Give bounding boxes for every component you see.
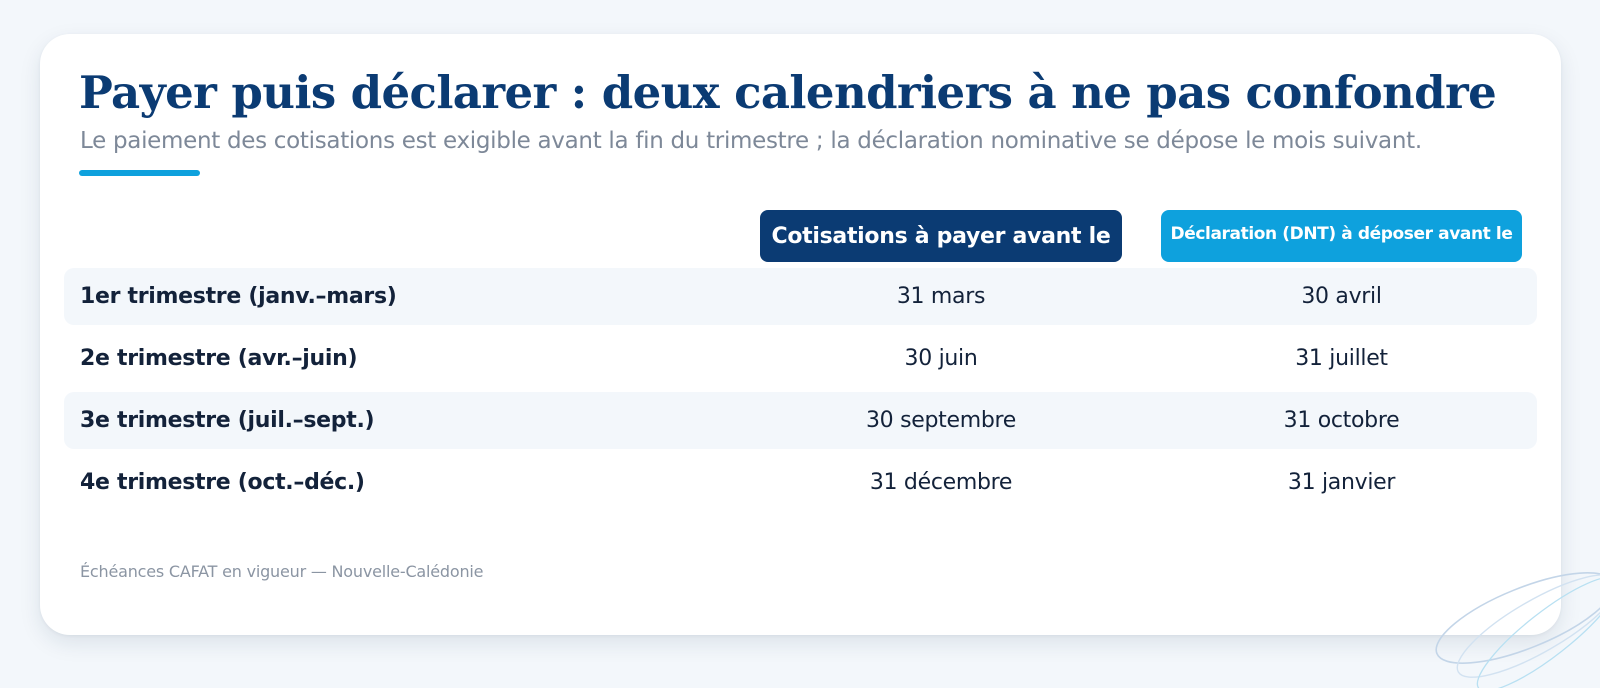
- page-title: Payer puis déclarer : deux calendriers à…: [79, 66, 1497, 119]
- row-payment-deadline: 31 mars: [896, 284, 986, 309]
- row-payment-deadline: 30 septembre: [865, 408, 1016, 433]
- column-header-declaration: Déclaration (DNT) à déposer avant le: [1161, 210, 1522, 262]
- table-row: 2e trimestre (avr.–juin) 30 juin 31 juil…: [64, 330, 1537, 387]
- page-subtitle: Le paiement des cotisations est exigible…: [80, 128, 1422, 154]
- table-row: 3e trimestre (juil.–sept.) 30 septembre …: [64, 392, 1537, 449]
- row-quarter-label: 3e trimestre (juil.–sept.): [80, 408, 375, 433]
- table-row: 4e trimestre (oct.–déc.) 31 décembre 31 …: [64, 454, 1537, 511]
- row-quarter-label: 1er trimestre (janv.–mars): [80, 284, 397, 309]
- row-quarter-label: 4e trimestre (oct.–déc.): [80, 470, 365, 495]
- row-declaration-deadline: 31 juillet: [1295, 346, 1388, 371]
- row-payment-deadline: 31 décembre: [869, 470, 1013, 495]
- schedule-card: Payer puis déclarer : deux calendriers à…: [40, 34, 1561, 635]
- row-declaration-deadline: 31 janvier: [1287, 470, 1396, 495]
- source-footnote: Échéances CAFAT en vigueur — Nouvelle-Ca…: [80, 562, 484, 581]
- row-quarter-label: 2e trimestre (avr.–juin): [80, 346, 358, 371]
- title-accent-bar: [79, 170, 200, 176]
- column-header-payment: Cotisations à payer avant le: [760, 210, 1122, 262]
- row-declaration-deadline: 31 octobre: [1283, 408, 1400, 433]
- row-declaration-deadline: 30 avril: [1301, 284, 1382, 309]
- row-payment-deadline: 30 juin: [904, 346, 978, 371]
- decorative-swirl: [1435, 572, 1600, 688]
- table-row: 1er trimestre (janv.–mars) 31 mars 30 av…: [64, 268, 1537, 325]
